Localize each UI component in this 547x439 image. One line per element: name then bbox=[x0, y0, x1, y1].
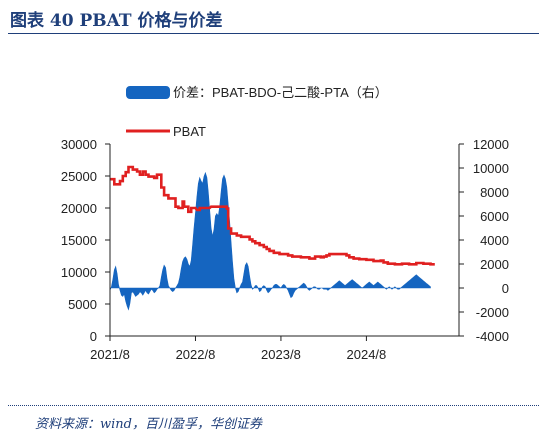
left-axis-tick-label: 15000 bbox=[61, 233, 97, 248]
legend: 价差：PBAT-BDO-己二酸-PTA（右） PBAT bbox=[126, 85, 388, 139]
legend-label-pbat: PBAT bbox=[173, 124, 206, 139]
legend-swatch-spread bbox=[126, 86, 170, 99]
x-axis-tick-label: 2023/8 bbox=[261, 347, 301, 362]
pbat-line-layer bbox=[110, 165, 435, 266]
right-axis-tick-label: 2000 bbox=[480, 257, 509, 272]
legend-label-spread: 价差：PBAT-BDO-己二酸-PTA（右） bbox=[173, 85, 388, 100]
figure-title: 图表 40 PBAT 价格与价差 bbox=[10, 11, 223, 31]
right-axis-tick-label: -2000 bbox=[476, 305, 509, 320]
source-note: 资料来源：wind，百川盈孚，华创证券 bbox=[35, 417, 262, 432]
left-axis-tick-label: 10000 bbox=[61, 265, 97, 280]
right-axis-tick-label: 6000 bbox=[480, 209, 509, 224]
x-axis-tick-label: 2024/8 bbox=[347, 347, 387, 362]
right-axis-tick-label: 12000 bbox=[473, 137, 509, 152]
right-axis-tick-label: 8000 bbox=[480, 185, 509, 200]
right-axis-tick-label: 0 bbox=[502, 281, 509, 296]
left-axis-tick-label: 0 bbox=[90, 329, 97, 344]
x-axis-tick-label: 2021/8 bbox=[90, 347, 130, 362]
left-axis-tick-label: 5000 bbox=[68, 297, 97, 312]
right-axis-tick-label: -4000 bbox=[476, 329, 509, 344]
left-axis-tick-label: 20000 bbox=[61, 201, 97, 216]
spread-area-layer bbox=[109, 171, 431, 311]
left-axis-tick-label: 30000 bbox=[61, 137, 97, 152]
source-divider bbox=[8, 405, 539, 406]
axes: 050001000015000200002500030000-4000-2000… bbox=[61, 137, 509, 362]
x-axis-tick-label: 2022/8 bbox=[176, 347, 216, 362]
spread-area bbox=[109, 171, 431, 311]
right-axis-tick-label: 10000 bbox=[473, 161, 509, 176]
right-axis-tick-label: 4000 bbox=[480, 233, 509, 248]
title-underline bbox=[8, 33, 539, 34]
left-axis-tick-label: 25000 bbox=[61, 169, 97, 184]
pbat-line bbox=[110, 165, 435, 266]
